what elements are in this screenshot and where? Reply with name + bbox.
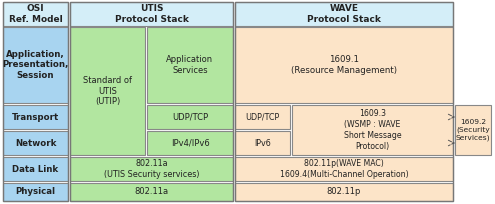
FancyBboxPatch shape xyxy=(455,105,491,155)
FancyBboxPatch shape xyxy=(3,131,68,155)
FancyBboxPatch shape xyxy=(147,105,233,129)
Text: UTIS
Protocol Stack: UTIS Protocol Stack xyxy=(114,4,189,24)
FancyBboxPatch shape xyxy=(147,27,233,103)
Text: 802.11a: 802.11a xyxy=(135,187,169,196)
Text: 802.11p: 802.11p xyxy=(327,187,361,196)
Text: Data Link: Data Link xyxy=(12,164,58,173)
Text: IPv4/IPv6: IPv4/IPv6 xyxy=(171,139,209,147)
Text: Standard of
UTIS
(UTIP): Standard of UTIS (UTIP) xyxy=(83,76,132,106)
Text: Physical: Physical xyxy=(15,187,55,196)
Text: OSI
Ref. Model: OSI Ref. Model xyxy=(8,4,62,24)
Text: 1609.2
(Security
Services): 1609.2 (Security Services) xyxy=(456,119,491,141)
Text: UDP/TCP: UDP/TCP xyxy=(246,112,280,122)
FancyBboxPatch shape xyxy=(235,131,290,155)
FancyBboxPatch shape xyxy=(70,27,145,155)
FancyBboxPatch shape xyxy=(235,157,453,181)
Text: 802.11p(WAVE MAC)
1609.4(Multi-Channel Operation): 802.11p(WAVE MAC) 1609.4(Multi-Channel O… xyxy=(280,159,408,179)
FancyBboxPatch shape xyxy=(70,183,233,201)
FancyBboxPatch shape xyxy=(235,2,453,26)
Text: Transport: Transport xyxy=(12,112,59,122)
Text: Application
Services: Application Services xyxy=(166,55,213,75)
FancyBboxPatch shape xyxy=(70,157,233,181)
Text: UDP/TCP: UDP/TCP xyxy=(172,112,208,122)
FancyBboxPatch shape xyxy=(3,27,68,103)
FancyBboxPatch shape xyxy=(147,131,233,155)
FancyBboxPatch shape xyxy=(3,183,68,201)
FancyBboxPatch shape xyxy=(235,105,290,129)
Text: 1609.1
(Resource Management): 1609.1 (Resource Management) xyxy=(291,55,397,75)
FancyBboxPatch shape xyxy=(292,105,453,155)
Text: IPv6: IPv6 xyxy=(254,139,271,147)
Text: 802.11a
(UTIS Security services): 802.11a (UTIS Security services) xyxy=(104,159,199,179)
FancyBboxPatch shape xyxy=(3,157,68,181)
Text: Application,
Presentation,
Session: Application, Presentation, Session xyxy=(2,50,69,80)
Text: WAVE
Protocol Stack: WAVE Protocol Stack xyxy=(307,4,381,24)
FancyBboxPatch shape xyxy=(235,183,453,201)
FancyBboxPatch shape xyxy=(235,27,453,103)
FancyBboxPatch shape xyxy=(3,105,68,129)
Text: 1609.3
(WSMP : WAVE
Short Message
Protocol): 1609.3 (WSMP : WAVE Short Message Protoc… xyxy=(344,109,401,151)
FancyBboxPatch shape xyxy=(3,2,68,26)
Text: Network: Network xyxy=(15,139,56,147)
FancyBboxPatch shape xyxy=(70,2,233,26)
